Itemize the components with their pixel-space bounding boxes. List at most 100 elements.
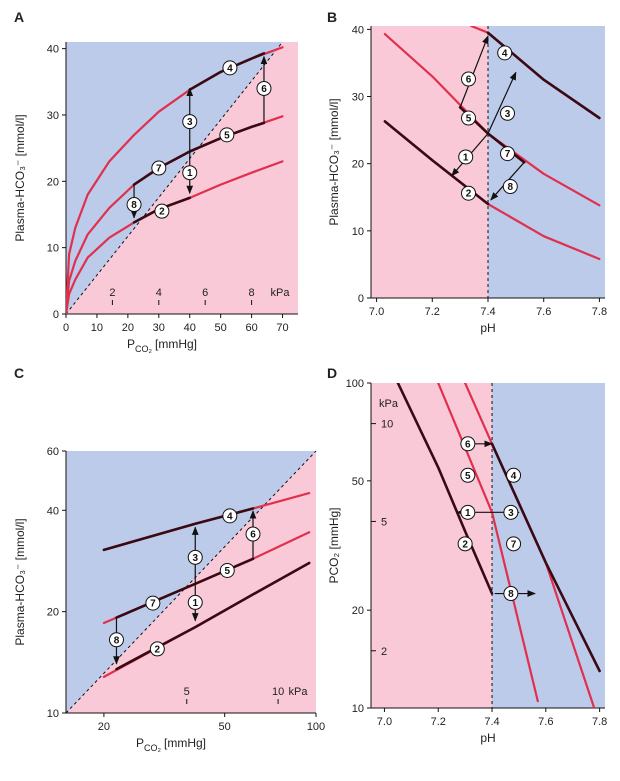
marker-7: 7	[500, 146, 515, 162]
marker-8: 8	[503, 586, 519, 602]
panel-label: C	[14, 365, 24, 381]
marker-8: 8	[502, 179, 518, 195]
marker-number: 5	[466, 114, 472, 125]
y-tick-label: 100	[346, 378, 364, 390]
kpa-tick-label: 5	[381, 516, 387, 528]
marker-circle	[182, 165, 198, 181]
panel-b: 7.0 7.2 7.4 7.6 7.8 0 10 20 30 40 pH Plasma-HCO₃⁻ […	[327, 9, 607, 335]
x-tick-label: 10	[91, 322, 103, 334]
panel-d: 7.0 7.2 7.4 7.6 7.8 10 20 50 100 2 5 10 kPa pH PCO₂ [m…	[327, 365, 607, 745]
background-blue	[488, 26, 605, 298]
marker-circle	[460, 504, 476, 520]
marker-circle	[149, 641, 165, 657]
y-tick-label: 10	[352, 703, 364, 715]
x-tick-label: 20	[122, 322, 134, 334]
kpa-tick-label: 2	[109, 287, 115, 299]
kpa-tick-label: 10	[272, 686, 284, 698]
marker-1: 1	[458, 149, 474, 165]
marker-3: 3	[182, 114, 198, 130]
marker-circle	[500, 146, 515, 162]
y-tick-label: 30	[352, 92, 364, 104]
x-tick-label: 7.2	[431, 716, 446, 728]
marker-number: 7	[505, 149, 511, 160]
marker-circle	[154, 203, 170, 219]
marker-circle	[108, 632, 124, 648]
marker-1: 1	[187, 594, 203, 610]
marker-3: 3	[503, 504, 519, 520]
x-tick-label: 0	[63, 322, 69, 334]
marker-1: 1	[460, 504, 476, 520]
marker-number: 4	[227, 511, 233, 522]
y-tick-label: 40	[352, 24, 364, 36]
marker-6: 6	[256, 80, 272, 96]
x-tick-label: 100	[307, 721, 325, 733]
x-tick-label: 7.4	[480, 306, 495, 318]
panel-label: A	[14, 9, 24, 25]
marker-4: 4	[506, 467, 522, 483]
marker-number: 7	[156, 164, 162, 175]
marker-circle	[245, 526, 261, 542]
marker-number: 1	[465, 508, 471, 519]
marker-circle	[458, 149, 474, 165]
marker-5: 5	[460, 467, 476, 483]
series-line-3	[490, 442, 601, 673]
marker-number: 4	[511, 471, 517, 482]
marker-6: 6	[460, 436, 476, 452]
marker-number: 5	[224, 130, 230, 141]
y-axis-label: Plasma-HCO₃⁻ [mmol/l]	[327, 98, 341, 225]
marker-number: 5	[224, 566, 230, 577]
y-tick-label: 10	[352, 226, 364, 238]
marker-number: 6	[250, 530, 256, 541]
y-tick-label: 0	[358, 293, 364, 305]
panel-a: 0 10 20 30 40 50 60 70 0 10 20 30 40 2 4 6 8 kPa PCO₂ [mmHg…	[13, 9, 298, 354]
marker-circle	[461, 71, 476, 87]
marker-6: 6	[461, 71, 476, 87]
marker-circle	[461, 185, 476, 201]
marker-circle	[497, 45, 513, 61]
marker-2: 2	[149, 641, 165, 657]
marker-number: 7	[150, 599, 156, 610]
marker-8: 8	[126, 197, 142, 213]
x-axis-label-sub: CO₂	[135, 344, 153, 354]
panel-c: 20 50 100 10 20 40 60 5 10 kPa PCO₂ [mmHg] Plasma-HC…	[13, 365, 325, 753]
normal-buffer-line	[65, 450, 317, 714]
marker-circle	[460, 467, 476, 483]
y-tick-label: 20	[47, 176, 59, 188]
marker-circle	[182, 114, 198, 130]
marker-circle	[187, 594, 203, 610]
x-axis-label-main: P	[136, 736, 144, 750]
y-tick-label: 20	[47, 607, 59, 619]
x-tick-label: 50	[215, 322, 227, 334]
marker-number: 6	[466, 75, 472, 86]
kpa-tick-label: 2	[381, 646, 387, 658]
panel-label: B	[327, 9, 337, 25]
kpa-tick-label: 8	[249, 287, 255, 299]
x-axis-label-main: P	[127, 337, 135, 351]
marker-number: 3	[508, 508, 514, 519]
kpa-unit: kPa	[289, 686, 309, 698]
marker-circle	[461, 110, 476, 126]
marker-circle	[502, 179, 518, 195]
x-axis-label: pH	[480, 731, 495, 745]
x-axis-label-main: pH	[480, 731, 495, 745]
marker-7: 7	[506, 536, 522, 552]
marker-5: 5	[461, 110, 476, 126]
marker-number: 3	[192, 553, 198, 564]
x-tick-label: 7.0	[369, 306, 384, 318]
y-axis-label: Plasma-HCO₃⁻ [mmol/l]	[13, 114, 27, 241]
x-tick-label: 7.6	[538, 716, 553, 728]
marker-6: 6	[245, 526, 261, 542]
x-axis-label-sub: CO₂	[144, 743, 162, 753]
marker-circle	[457, 536, 473, 552]
marker-circle	[500, 105, 515, 121]
x-tick-label: 7.2	[425, 306, 440, 318]
series-line-2	[396, 383, 494, 595]
marker-number: 2	[466, 189, 472, 200]
marker-4: 4	[222, 60, 238, 76]
marker-number: 5	[465, 471, 471, 482]
marker-3: 3	[187, 549, 203, 565]
marker-number: 1	[463, 152, 469, 163]
marker-circle	[187, 549, 203, 565]
kpa-tick-label: 4	[156, 287, 162, 299]
